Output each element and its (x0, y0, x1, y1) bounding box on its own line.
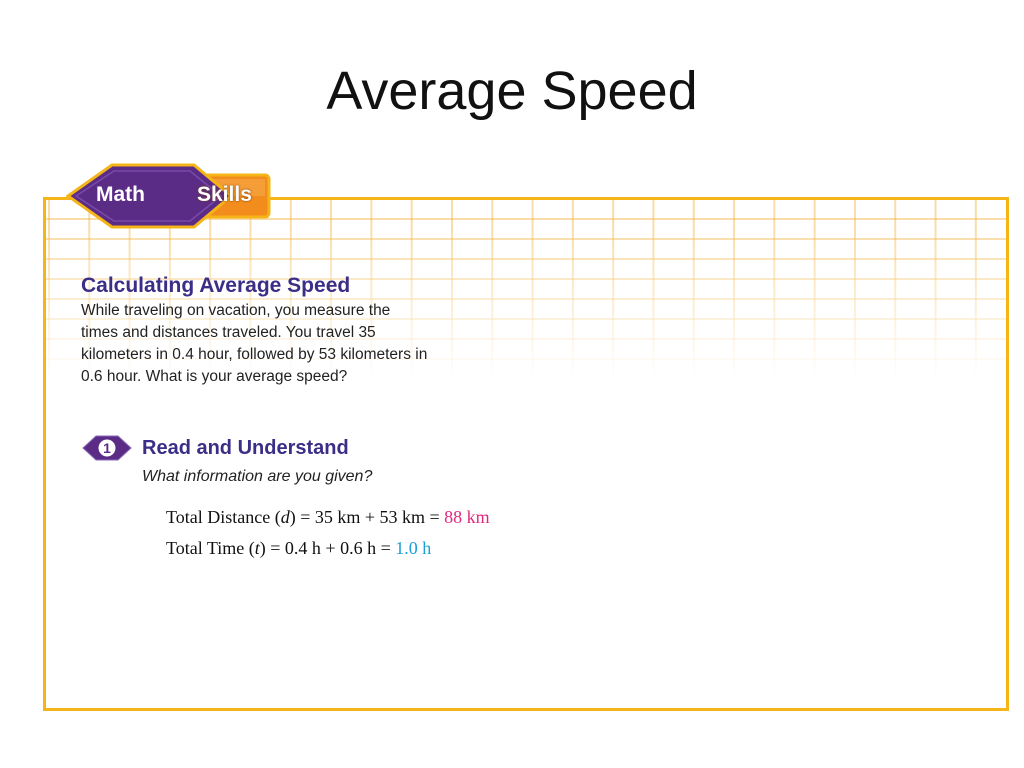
distance-label: Total Distance ( (166, 507, 281, 527)
badge-skills-label: Skills (197, 183, 252, 206)
graph-paper-grid (46, 200, 1006, 378)
step-heading: Read and Understand (142, 437, 349, 459)
step-number-icon: 1 (82, 434, 132, 467)
math-skills-panel (43, 197, 1009, 711)
distance-result: 88 km (444, 507, 490, 527)
step-number: 1 (103, 440, 111, 456)
time-variable: t (254, 538, 260, 558)
math-skills-badge: Math Skills (66, 163, 276, 229)
time-result: 1.0 h (395, 538, 432, 558)
badge-shape (66, 163, 271, 229)
time-equation: Total Time (t) = 0.4 h + 0.6 h = 1.0 h (166, 538, 431, 559)
distance-expression: ) = 35 km + 53 km = (289, 507, 445, 527)
badge-math-label: Math (96, 183, 145, 206)
problem-heading: Calculating Average Speed (81, 274, 351, 297)
slide-title: Average Speed (326, 61, 698, 121)
distance-variable: d (280, 507, 290, 527)
time-expression: ) = 0.4 h + 0.6 h = (259, 538, 396, 558)
problem-text: While traveling on vacation, you measure… (81, 302, 428, 385)
step-question: What information are you given? (142, 468, 373, 485)
time-label: Total Time ( (166, 538, 255, 558)
distance-equation: Total Distance (d) = 35 km + 53 km = 88 … (166, 507, 490, 528)
